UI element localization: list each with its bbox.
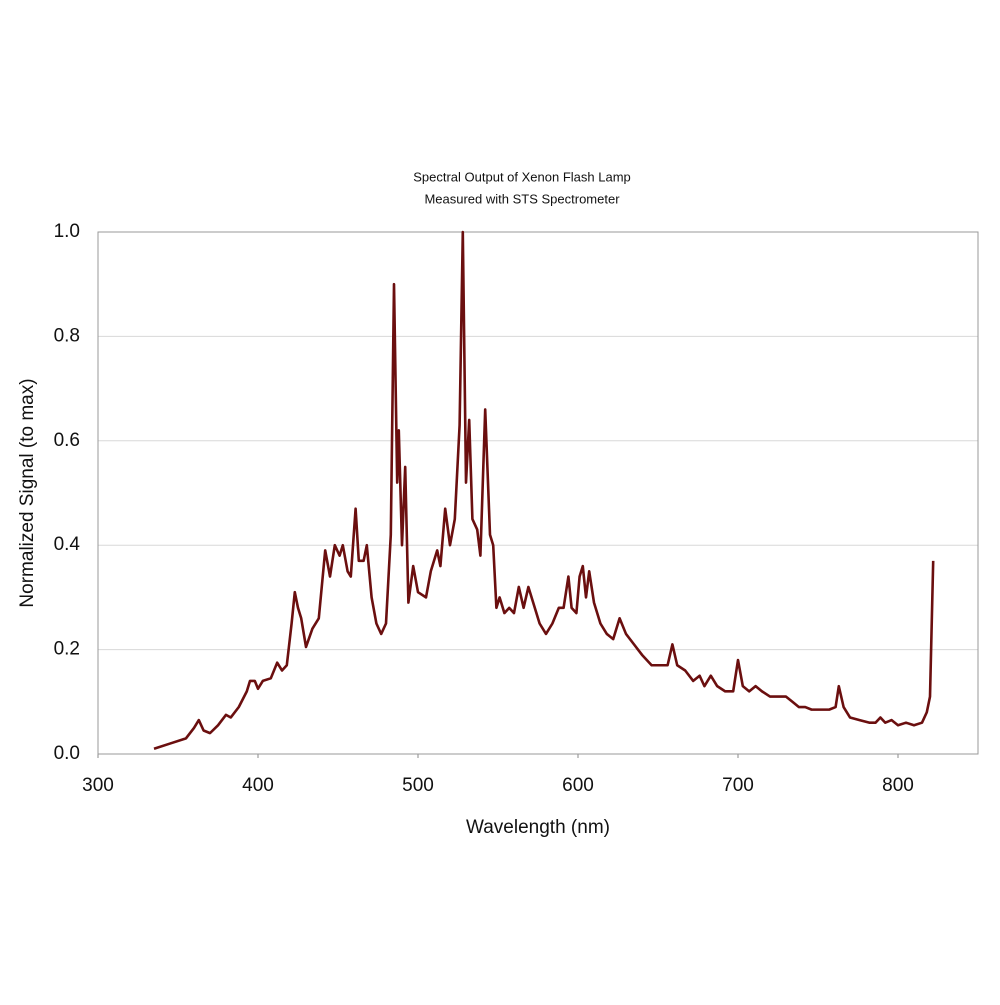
spectrum-line (153, 230, 935, 751)
y-tick-label: 0.4 (54, 534, 81, 555)
x-tick-label: 300 (82, 775, 114, 796)
chart-title: Spectral Output of Xenon Flash Lamp (413, 169, 631, 184)
y-tick-label: 1.0 (54, 221, 80, 242)
x-tick-label: 600 (562, 775, 594, 796)
x-tick-label: 700 (722, 775, 754, 796)
y-tick-label: 0.2 (54, 639, 80, 660)
plot-frame (97, 231, 979, 755)
x-tick-label: 400 (242, 775, 274, 796)
x-tick-label: 500 (402, 775, 434, 796)
y-tick-label: 0.0 (54, 743, 80, 764)
chart-subtitle: Measured with STS Spectrometer (424, 191, 620, 206)
y-axis-label: Normalized Signal (to max) (17, 378, 38, 607)
x-axis-label: Wavelength (nm) (466, 817, 610, 838)
y-tick-label: 0.6 (54, 430, 80, 451)
x-tick-label: 800 (882, 775, 914, 796)
y-tick-label: 0.8 (54, 325, 80, 346)
